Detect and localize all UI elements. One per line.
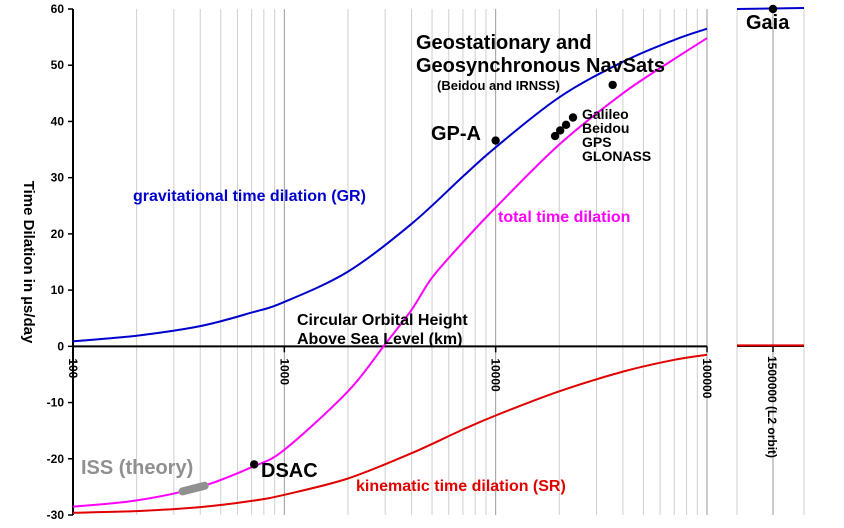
beidou-label: Beidou xyxy=(582,120,629,136)
gr-series-label: gravitational time dilation (GR) xyxy=(133,188,366,205)
iss-range xyxy=(178,481,209,496)
total-curve xyxy=(72,37,708,508)
point-gps xyxy=(555,126,565,135)
gaia-point xyxy=(768,4,778,14)
sr-series-label: kinematic time dilation (SR) xyxy=(356,478,566,495)
point-galileo xyxy=(568,113,578,122)
dsac-label: DSAC xyxy=(261,460,318,482)
gpa-label: GP-A xyxy=(431,123,481,145)
point-gpa xyxy=(491,136,500,145)
y-tick-label: -30 xyxy=(47,508,65,522)
data-points xyxy=(249,80,617,469)
point-glonass xyxy=(550,131,560,141)
galileo-label: Galileo xyxy=(582,106,629,122)
sr-curve xyxy=(72,353,708,514)
gaia-label: Gaia xyxy=(746,12,790,34)
x-axis-label-line2: Above Sea Level (km) xyxy=(297,331,462,348)
glonass-label: GLONASS xyxy=(582,148,651,164)
x-tick-label: 10000 xyxy=(489,358,503,392)
total-series-label: total time dilation xyxy=(498,209,630,226)
gps-label: GPS xyxy=(582,134,612,150)
x-tick-label: 100 xyxy=(66,358,80,378)
iss-label: ISS (theory) xyxy=(81,457,193,479)
y-tick-label: -10 xyxy=(47,396,65,410)
y-tick-label: 10 xyxy=(51,283,65,297)
grid-lines xyxy=(72,9,708,515)
inset-x-tick-label: 1500000 (L2 orbit) xyxy=(765,356,779,458)
iss-theory-bar xyxy=(178,481,209,496)
point-beidou xyxy=(561,120,571,130)
x-tick-label: 100000 xyxy=(700,358,714,398)
y-tick-label: 0 xyxy=(57,339,64,353)
geo-label-line1: Geostationary and xyxy=(416,32,592,54)
geo-label-line2: Geosynchronous NavSats xyxy=(416,55,665,77)
y-tick-label: 40 xyxy=(51,114,65,128)
x-axis-label-line1: Circular Orbital Height xyxy=(297,312,468,329)
gr-curve xyxy=(72,27,708,343)
point-dsac xyxy=(249,460,259,469)
geo-sublabel: (Beidou and IRNSS) xyxy=(437,78,560,93)
x-tick-label: 1000 xyxy=(277,358,291,385)
inset-series-curves xyxy=(736,4,805,347)
y-tick-label: 30 xyxy=(51,171,65,185)
point-geostationary xyxy=(608,80,617,90)
y-tick-label: 60 xyxy=(51,2,65,16)
y-tick-labels: 60 50 40 30 20 10 0 -10 -20 -30 xyxy=(47,2,73,522)
y-tick-label: -20 xyxy=(47,452,65,466)
series-curves xyxy=(72,27,708,514)
x-tick-labels: 100 1000 10000 100000 1500000 (L2 orbit) xyxy=(66,346,779,458)
y-tick-label: 50 xyxy=(51,58,65,72)
y-tick-label: 20 xyxy=(51,227,65,241)
y-axis-label: Time Dilation in µs/day xyxy=(20,181,37,344)
inset-grid-lines xyxy=(736,9,805,515)
